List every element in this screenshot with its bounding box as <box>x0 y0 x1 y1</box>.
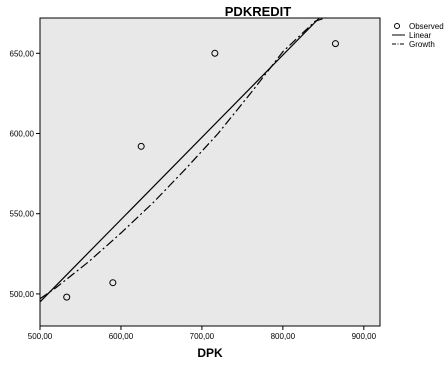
legend-label: Linear <box>409 31 432 40</box>
plot-area <box>39 17 381 327</box>
observed-point <box>63 293 71 301</box>
legend-label: Growth <box>409 40 435 49</box>
observed-points <box>63 40 339 301</box>
x-axis: 500,00 600,00 700,00 800,00 900,00 <box>28 326 377 341</box>
observed-point <box>331 40 339 48</box>
x-tick-label: 600,00 <box>109 332 134 341</box>
growth-fit-line <box>40 18 326 300</box>
x-tick-label: 700,00 <box>190 332 215 341</box>
x-tick-label: 900,00 <box>352 332 377 341</box>
fit-lines <box>40 18 326 303</box>
observed-point <box>109 279 117 287</box>
y-tick-label: 550,00 <box>10 210 35 219</box>
chart-title: PDKREDIT <box>225 4 292 19</box>
y-tick-label: 600,00 <box>10 130 35 139</box>
y-axis: 500,00 550,00 600,00 650,00 <box>10 49 40 299</box>
y-tick-label: 650,00 <box>10 49 35 58</box>
observed-point <box>137 142 145 150</box>
legend-label: Observed <box>409 22 444 31</box>
x-tick-label: 800,00 <box>271 332 296 341</box>
observed-point <box>211 49 219 57</box>
y-tick-label: 500,00 <box>10 290 35 299</box>
x-axis-label: DPK <box>197 346 223 360</box>
x-tick-label: 500,00 <box>28 332 53 341</box>
legend-observed-marker <box>394 23 400 29</box>
